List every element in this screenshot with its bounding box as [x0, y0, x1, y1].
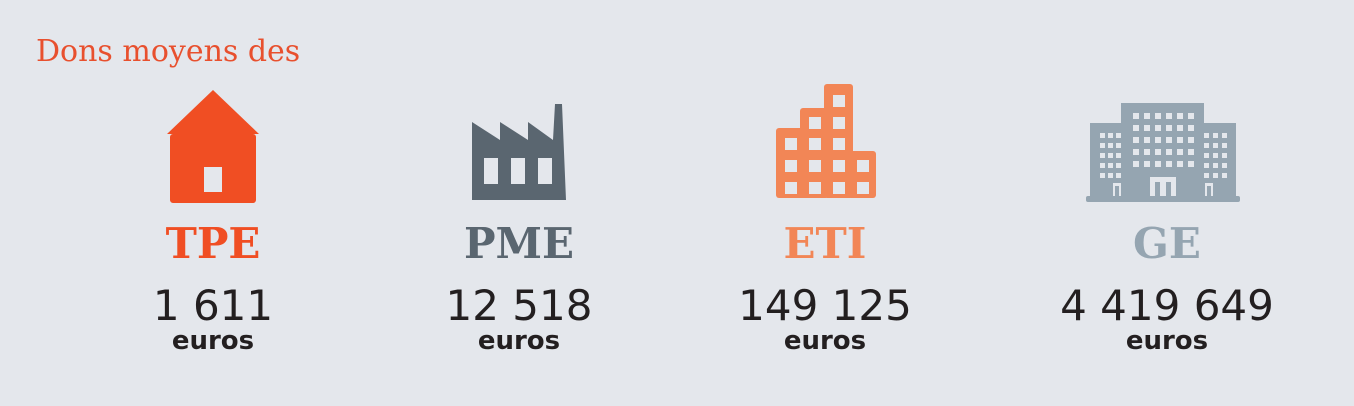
category-eti: ETI 149 125 euros	[675, 218, 975, 354]
category-label: ETI	[783, 219, 867, 268]
house-icon	[167, 90, 259, 203]
category-pme: PME 12 518 euros	[369, 218, 669, 354]
category-value: 1 611	[152, 281, 274, 330]
category-value: 4 419 649	[1060, 281, 1274, 330]
category-unit: euros	[1125, 326, 1209, 356]
category-label: GE	[1133, 219, 1201, 268]
category-unit: euros	[171, 326, 255, 356]
category-value: 149 125	[738, 281, 912, 330]
category-tpe: TPE 1 611 euros	[63, 218, 363, 354]
category-value: 12 518	[445, 281, 593, 330]
category-ge: GE 4 419 649 euros	[1017, 218, 1317, 354]
category-label: PME	[463, 219, 575, 268]
page-title: Dons moyens des	[36, 34, 301, 69]
category-unit: euros	[477, 326, 561, 356]
building-icon	[776, 84, 876, 198]
factory-icon	[472, 104, 566, 200]
office-tower-icon	[1086, 103, 1240, 202]
category-unit: euros	[783, 326, 867, 356]
category-label: TPE	[165, 219, 261, 268]
